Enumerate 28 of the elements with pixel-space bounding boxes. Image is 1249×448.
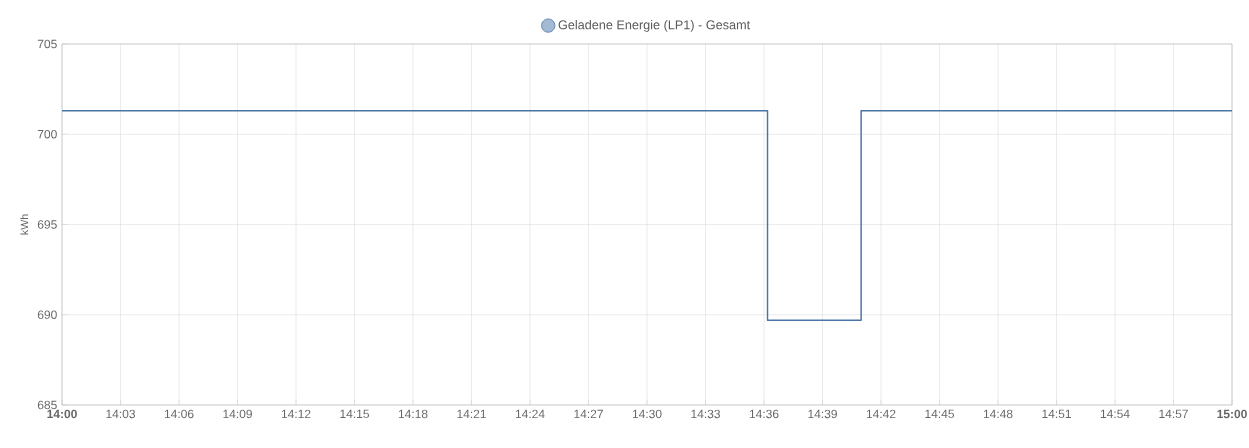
y-tick-label: 690 [37, 310, 57, 319]
x-tick-label: 14:57 [1159, 409, 1188, 419]
x-tick-label: 14:21 [457, 409, 486, 419]
y-tick-label: 705 [37, 39, 57, 49]
y-tick-label: 685 [37, 400, 57, 410]
x-tick-label: 14:03 [106, 409, 135, 419]
x-tick-label: 15:00 [1217, 409, 1247, 419]
y-tick-label: 695 [37, 220, 57, 229]
legend-label: Geladene Energie (LP1) - Gesamt [558, 19, 751, 32]
x-tick-label: 14:12 [281, 409, 311, 419]
x-tick-label: 14:24 [515, 409, 545, 419]
x-tick-label: 14:36 [749, 409, 779, 419]
x-tick-label: 14:51 [1042, 409, 1071, 419]
x-tick-label: 14:39 [808, 409, 837, 419]
x-tick-label: 14:27 [574, 409, 603, 419]
x-tick-label: 14:09 [223, 409, 252, 419]
x-tick-label: 14:48 [983, 409, 1013, 419]
x-tick-label: 14:42 [866, 409, 896, 419]
x-tick-label: 14:45 [925, 409, 955, 419]
x-tick-label: 14:18 [398, 409, 428, 419]
x-tick-label: 14:30 [632, 409, 662, 419]
y-tick-label: 700 [37, 129, 57, 139]
x-tick-label: 14:06 [164, 409, 194, 419]
y-axis-title: kWh [20, 214, 29, 235]
x-tick-label: 14:00 [47, 409, 77, 419]
x-tick-label: 14:33 [691, 409, 720, 419]
x-tick-label: 14:54 [1100, 409, 1130, 419]
x-tick-label: 14:15 [340, 409, 370, 419]
